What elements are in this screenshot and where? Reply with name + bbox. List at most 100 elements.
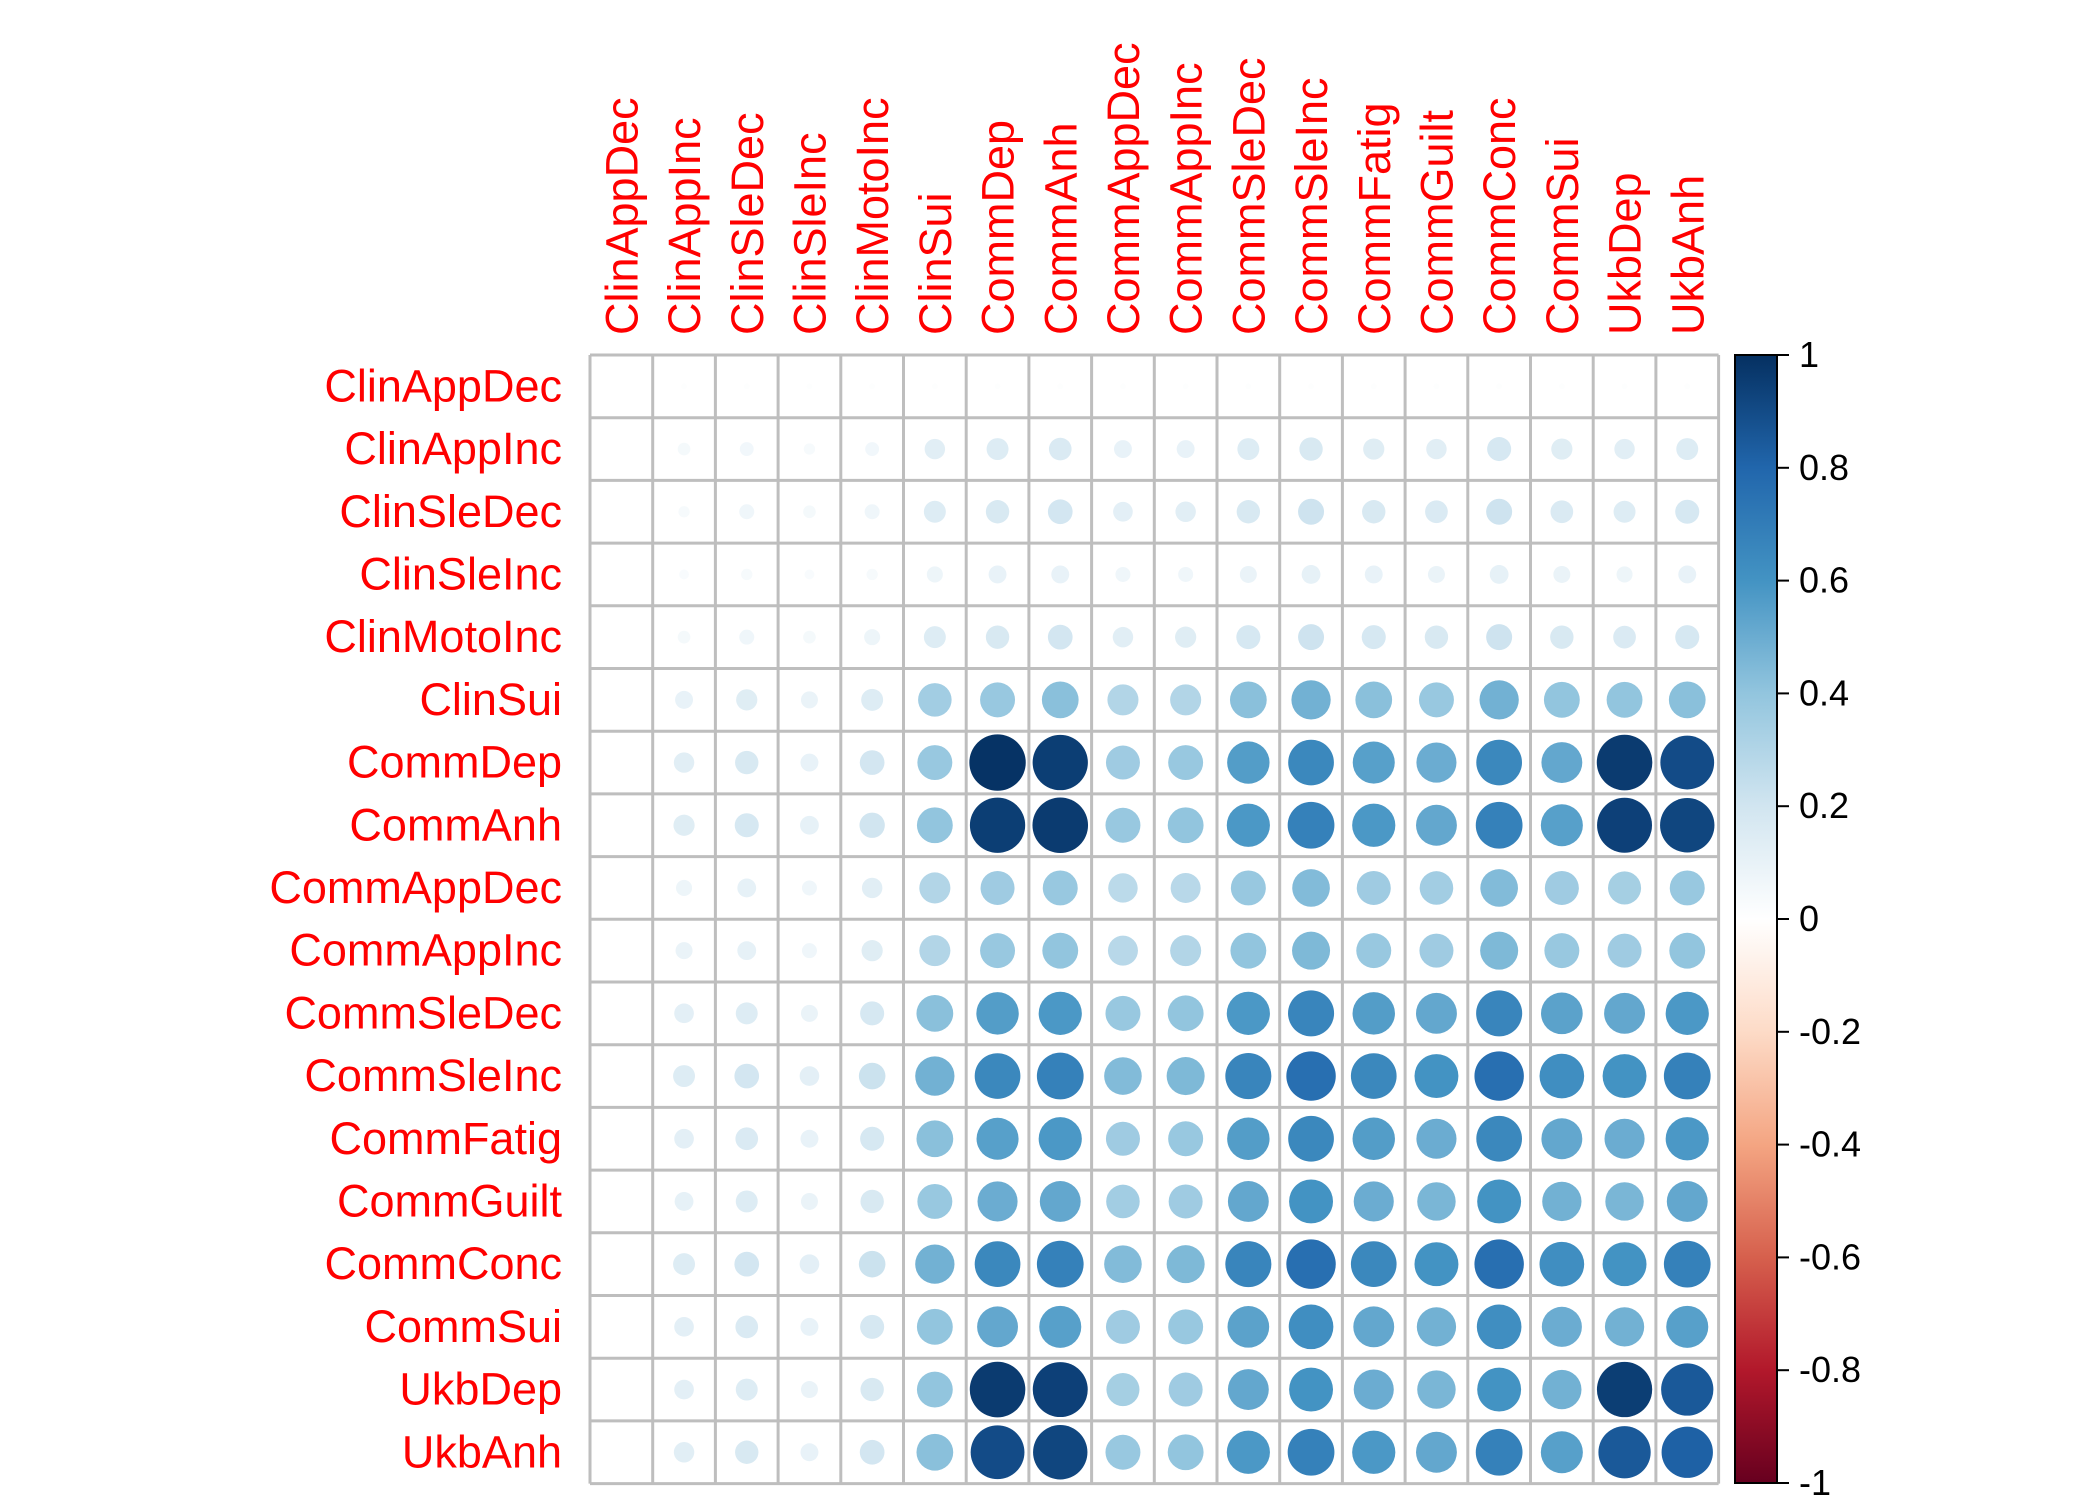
- corr-circle-CommAnh-CommSui: [1540, 804, 1583, 847]
- corr-circle-CommSleDec-CommFatig: [1352, 992, 1395, 1035]
- corr-circle-ClinSleInc-CommConc: [1489, 565, 1509, 584]
- corr-circle-CommAppInc-CommFatig: [1356, 933, 1392, 969]
- row-label-ClinSui: ClinSui: [419, 674, 562, 725]
- corr-circle-CommGuilt-CommAppDec: [1106, 1184, 1140, 1219]
- corr-circle-CommGuilt-CommSui: [1542, 1181, 1582, 1222]
- corr-circle-ClinSleDec-CommAnh: [1047, 499, 1073, 525]
- corr-circle-ClinSui-CommAppInc: [1170, 684, 1202, 716]
- corr-circle-CommAppDec-CommAppInc: [1170, 872, 1201, 903]
- colorbar-tick-label: 0.8: [1799, 447, 1849, 488]
- corr-circle-ClinSui-ClinSleDec: [736, 689, 758, 711]
- corr-circle-CommAppDec-ClinMotoInc: [861, 877, 883, 899]
- corr-circle-ClinAppInc-UkbAnh: [1676, 438, 1699, 461]
- corr-circle-CommFatig-CommSui: [1541, 1118, 1583, 1160]
- corr-circle-CommConc-ClinSui: [915, 1244, 955, 1284]
- colorbar-gradient: [1734, 354, 1778, 1484]
- col-label-CommSleDec: CommSleDec: [1223, 57, 1274, 335]
- col-label-UkbAnh: UkbAnh: [1662, 175, 1713, 335]
- corr-circle-CommGuilt-CommSleInc: [1289, 1179, 1334, 1224]
- corr-circle-CommDep-ClinSui: [917, 745, 953, 781]
- corr-circle-CommConc-UkbAnh: [1663, 1240, 1711, 1288]
- corr-circle-ClinSleDec-UkbDep: [1613, 500, 1636, 523]
- corr-circle-UkbAnh-UkbDep: [1598, 1426, 1651, 1479]
- corr-circle-UkbDep-CommDep: [969, 1361, 1026, 1418]
- corr-circle-CommAnh-ClinSui: [916, 807, 953, 844]
- corr-circle-CommConc-CommAnh: [1036, 1240, 1084, 1288]
- col-label-CommAppInc: CommAppInc: [1161, 62, 1212, 335]
- corr-circle-ClinMotoInc-CommConc: [1486, 624, 1513, 651]
- corr-circle-ClinSui-UkbAnh: [1668, 681, 1706, 719]
- corr-circle-CommSui-UkbDep: [1604, 1307, 1645, 1347]
- corr-circle-CommDep-CommAppInc: [1168, 745, 1204, 781]
- corr-circle-CommGuilt-CommSleDec: [1227, 1181, 1269, 1222]
- corr-circle-CommConc-CommSui: [1539, 1241, 1585, 1287]
- corr-circle-CommAnh-ClinSleInc: [800, 815, 819, 835]
- corr-circle-CommSleInc-CommFatig: [1350, 1053, 1397, 1099]
- corr-circle-CommGuilt-ClinSleDec: [735, 1190, 758, 1213]
- corr-circle-CommSleInc-CommAppDec: [1104, 1057, 1142, 1095]
- row-label-ClinSleInc: ClinSleInc: [359, 548, 562, 599]
- col-label-CommSui: CommSui: [1537, 137, 1588, 335]
- colorbar-tick-label: 0: [1799, 898, 1819, 939]
- corr-circle-ClinAppDec-CommAppDec: [1120, 383, 1126, 390]
- col-label-CommGuilt: CommGuilt: [1411, 109, 1462, 335]
- corr-circle-UkbDep-UkbAnh: [1661, 1363, 1714, 1416]
- row-label-CommGuilt: CommGuilt: [337, 1175, 563, 1226]
- corr-circle-ClinSleInc-CommAppDec: [1115, 566, 1131, 582]
- corr-circle-ClinAppInc-CommConc: [1487, 437, 1512, 462]
- corr-circle-CommAnh-UkbDep: [1597, 797, 1653, 853]
- corr-circle-CommDep-ClinSleInc: [800, 753, 819, 772]
- corr-circle-ClinAppInc-UkbDep: [1614, 438, 1635, 460]
- row-label-CommSleInc: CommSleInc: [304, 1050, 562, 1101]
- corr-circle-CommSleInc-CommSui: [1539, 1053, 1585, 1099]
- corr-circle-CommDep-CommFatig: [1352, 741, 1395, 784]
- corr-circle-ClinSleDec-CommAppInc: [1175, 501, 1196, 522]
- corr-circle-CommSleDec-CommDep: [976, 992, 1019, 1035]
- corr-circle-CommSui-CommAppInc: [1168, 1309, 1204, 1345]
- corr-circle-UkbAnh-CommSleInc: [1287, 1428, 1335, 1476]
- corr-circle-UkbDep-CommAnh: [1032, 1362, 1088, 1418]
- corr-circle-ClinMotoInc-ClinAppInc: [677, 630, 691, 644]
- corr-circle-CommAnh-ClinSleDec: [734, 813, 759, 838]
- corr-circle-CommAppDec-CommGuilt: [1419, 871, 1454, 905]
- corr-circle-ClinSleDec-CommSleDec: [1236, 500, 1261, 524]
- corr-circle-ClinAppDec-CommSleDec: [1245, 383, 1252, 390]
- corr-circle-CommDep-ClinAppInc: [673, 752, 695, 773]
- corr-circle-CommSleInc-ClinMotoInc: [858, 1062, 886, 1090]
- corr-circle-CommAppDec-CommDep: [980, 870, 1015, 905]
- corr-circle-ClinMotoInc-CommSleInc: [1298, 624, 1325, 651]
- corr-circle-CommFatig-ClinMotoInc: [860, 1126, 885, 1151]
- corr-circle-CommDep-CommGuilt: [1416, 742, 1457, 783]
- correlation-circles: [673, 383, 1715, 1480]
- corr-circle-UkbDep-CommSleDec: [1227, 1369, 1269, 1410]
- corr-circle-CommSui-CommAnh: [1039, 1305, 1082, 1348]
- corr-circle-UkbDep-ClinSleInc: [800, 1381, 818, 1399]
- corr-circle-ClinAppDec-UkbAnh: [1684, 383, 1691, 390]
- corr-circle-ClinAppInc-CommSleDec: [1237, 438, 1260, 461]
- corr-circle-ClinAppInc-CommFatig: [1363, 438, 1385, 460]
- row-label-CommAppDec: CommAppDec: [269, 862, 562, 913]
- col-label-CommAnh: CommAnh: [1035, 122, 1086, 335]
- corr-circle-CommSui-ClinSleDec: [735, 1315, 759, 1339]
- col-label-CommSleInc: CommSleInc: [1286, 77, 1337, 335]
- corr-circle-ClinAppDec-ClinMotoInc: [869, 383, 875, 390]
- corr-circle-CommAppDec-CommAppDec: [1108, 873, 1138, 903]
- corr-circle-ClinMotoInc-CommGuilt: [1424, 625, 1449, 649]
- row-label-ClinMotoInc: ClinMotoInc: [324, 611, 562, 662]
- corr-circle-ClinAppDec-ClinSui: [932, 383, 938, 390]
- corr-circle-UkbAnh-ClinSleDec: [735, 1440, 759, 1464]
- corr-circle-CommGuilt-CommGuilt: [1417, 1182, 1456, 1221]
- corr-circle-CommGuilt-CommAppInc: [1168, 1184, 1203, 1219]
- corr-circle-ClinSleInc-ClinAppInc: [679, 569, 689, 580]
- corr-circle-CommSleDec-ClinAppInc: [674, 1003, 694, 1024]
- row-label-CommAppInc: CommAppInc: [289, 925, 562, 976]
- corr-circle-CommAppDec-ClinSleInc: [801, 880, 817, 896]
- corr-circle-ClinSleDec-CommFatig: [1362, 500, 1386, 524]
- corr-circle-ClinSui-CommConc: [1479, 680, 1519, 720]
- corr-circle-ClinSleDec-CommSleInc: [1298, 498, 1325, 525]
- corr-circle-ClinSleInc-CommSui: [1553, 565, 1571, 583]
- corr-circle-ClinSleInc-CommAppInc: [1178, 566, 1194, 582]
- corr-circle-CommFatig-CommFatig: [1352, 1117, 1395, 1160]
- col-label-UkbDep: UkbDep: [1600, 172, 1651, 335]
